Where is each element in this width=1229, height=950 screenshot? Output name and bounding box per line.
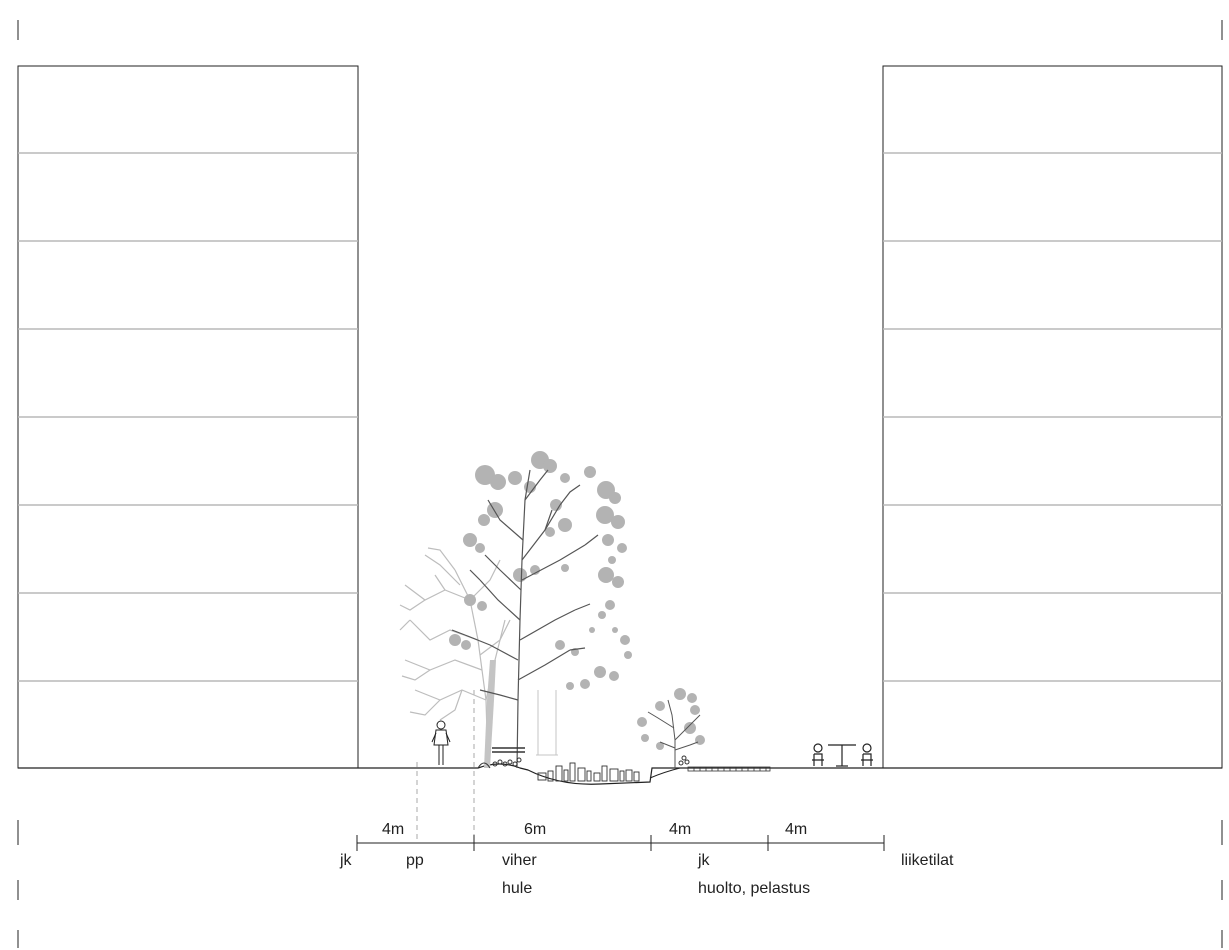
zone-label-pp: pp — [406, 852, 424, 869]
zone-label-huolto-pelastus: huolto, pelastus — [698, 880, 811, 897]
zone-label-hule: hule — [502, 880, 533, 897]
width-label-huolto: 4m — [785, 821, 808, 838]
building-right — [882, 65, 1223, 769]
paving-strip — [687, 766, 771, 772]
tree-main-trunk — [492, 747, 525, 753]
low-plants — [477, 755, 690, 769]
swing — [536, 690, 558, 756]
rain-garden-plants — [537, 762, 640, 782]
width-label-pp: 4m — [382, 821, 405, 838]
tree-light-left — [399, 547, 511, 769]
tree-foliage — [449, 451, 632, 690]
ground-line — [18, 763, 1222, 785]
zone-label-viher: viher — [502, 852, 537, 869]
tree-main — [451, 469, 599, 769]
building-left — [17, 65, 359, 769]
dimension-line — [356, 835, 885, 851]
zone-label-jk-right: jk — [698, 852, 710, 869]
width-label-viher: 6m — [524, 821, 547, 838]
width-label-jk: 4m — [669, 821, 692, 838]
zone-label-jk-left: jk — [340, 852, 352, 869]
cafe-table-icon — [812, 743, 873, 767]
tree-small — [637, 688, 705, 768]
tree-light-trunk — [484, 660, 496, 768]
zone-label-liiketilat: liiketilat — [901, 852, 954, 869]
edge-ticks — [17, 20, 1223, 948]
cyclist-icon — [431, 720, 451, 765]
dashed-guides — [416, 690, 475, 843]
